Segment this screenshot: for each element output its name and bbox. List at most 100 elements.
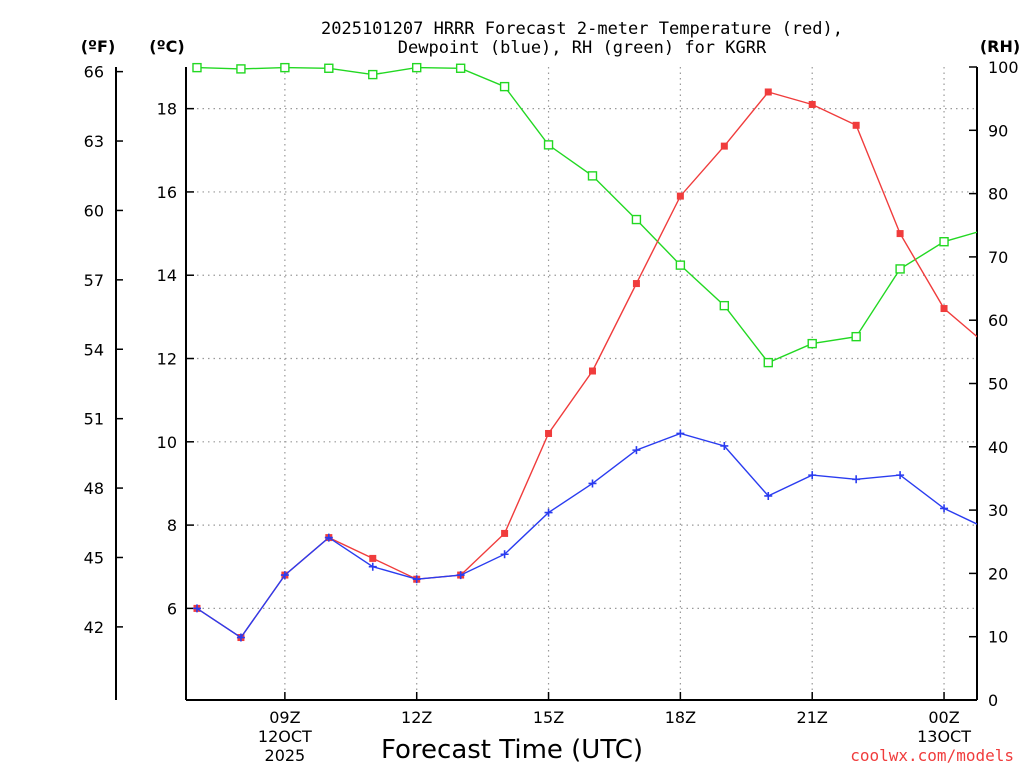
rh-point — [192, 62, 202, 73]
temperature-point — [676, 192, 684, 200]
celsius-tick-label: 10 — [157, 433, 177, 452]
grid-lines — [186, 67, 977, 700]
dewpoint-point — [236, 633, 245, 642]
dewpoint-point — [544, 508, 553, 517]
fahrenheit-tick-label: 63 — [84, 132, 104, 151]
rh-tick-label: 80 — [988, 185, 1008, 204]
x-tick-label: 21Z — [797, 708, 828, 727]
celsius-tick-label: 18 — [157, 100, 177, 119]
rh-point — [939, 237, 949, 247]
rh-tick-label: 70 — [988, 248, 1008, 267]
rh-point — [895, 264, 905, 274]
dewpoint-point — [456, 571, 465, 580]
celsius-tick-label: 8 — [167, 516, 177, 535]
x-tick-date-label: 13OCT — [917, 727, 971, 746]
data-series — [192, 62, 992, 642]
x-tick-label: 09Z — [269, 708, 300, 727]
fahrenheit-tick-label: 48 — [84, 479, 104, 498]
rh-point — [543, 140, 554, 150]
dewpoint-point — [280, 571, 289, 580]
rh-tick-label: 60 — [988, 311, 1008, 330]
fahrenheit-tick-label: 60 — [84, 201, 104, 220]
fahrenheit-tick-label: 45 — [84, 548, 104, 567]
rh-point — [807, 338, 817, 349]
source-credit: coolwx.com/models — [850, 746, 1014, 765]
rh-tick-label: 50 — [988, 375, 1008, 394]
x-tick-date-label: 12OCT — [258, 727, 312, 746]
fahrenheit-tick-label: 51 — [84, 410, 104, 429]
dewpoint-point — [940, 504, 949, 513]
celsius-unit-label: (ºC) — [149, 37, 184, 56]
rh-point — [236, 64, 246, 74]
fahrenheit-tick-label: 54 — [84, 340, 104, 359]
rh-tick-label: 10 — [988, 628, 1008, 647]
rh-point — [763, 357, 773, 368]
dewpoint-line — [196, 432, 977, 639]
rh-point — [719, 300, 730, 311]
rh-line — [196, 66, 977, 364]
dewpoint-point — [676, 429, 685, 438]
rh-tick-label: 20 — [988, 564, 1008, 583]
temperature-point — [852, 121, 860, 129]
fahrenheit-unit-label: (ºF) — [81, 37, 116, 56]
rh-point — [324, 63, 334, 73]
rh-point — [412, 62, 422, 73]
axes — [115, 66, 978, 701]
rh-point — [368, 69, 378, 80]
temperature-point — [896, 230, 904, 238]
dewpoint-point — [984, 525, 992, 533]
dewpoint-point — [720, 441, 729, 450]
tick-labels: 4245485154576063666810121416180102030405… — [84, 58, 1019, 765]
temperature-point — [501, 529, 509, 537]
rh-unit-label: (RH) — [980, 37, 1020, 56]
chart-title-line-1: 2025101207 HRRR Forecast 2-meter Tempera… — [321, 19, 843, 39]
rh-point — [499, 81, 510, 92]
x-tick-label: 00Z — [928, 708, 959, 727]
celsius-tick-label: 16 — [157, 183, 177, 202]
dewpoint-point — [192, 604, 201, 613]
dewpoint-point — [808, 471, 817, 480]
x-tick-label: 12Z — [401, 708, 432, 727]
rh-point — [455, 63, 466, 73]
dewpoint-point — [852, 475, 861, 484]
rh-point — [851, 331, 861, 342]
dewpoint-point — [588, 479, 597, 488]
fahrenheit-tick-label: 42 — [84, 618, 104, 637]
rh-tick-label: 100 — [988, 58, 1019, 77]
temperature-point — [632, 280, 640, 288]
temperature-point — [940, 305, 948, 313]
rh-tick-label: 0 — [988, 691, 998, 710]
rh-point — [280, 62, 290, 73]
temperature-point — [764, 88, 772, 96]
rh-tick-label: 30 — [988, 501, 1008, 520]
celsius-tick-label: 6 — [167, 599, 177, 618]
dewpoint-point — [324, 533, 333, 542]
dewpoint-point — [764, 491, 773, 500]
rh-point — [984, 225, 992, 233]
x-axis-label: Forecast Time (UTC) — [381, 735, 643, 765]
x-tick-year-label: 2025 — [265, 746, 306, 765]
dewpoint-point — [368, 562, 377, 571]
dewpoint-point — [500, 550, 509, 559]
fahrenheit-tick-label: 57 — [84, 271, 104, 290]
x-tick-label: 15Z — [533, 708, 564, 727]
dewpoint-point — [896, 471, 905, 480]
temperature-point — [588, 367, 596, 375]
temperature-point — [984, 343, 991, 350]
dewpoint-point — [632, 446, 641, 455]
rh-tick-label: 40 — [988, 438, 1008, 457]
rh-point — [631, 214, 642, 225]
rh-series — [192, 62, 992, 368]
x-tick-label: 18Z — [665, 708, 696, 727]
fahrenheit-tick-label: 66 — [84, 63, 104, 82]
celsius-tick-label: 12 — [157, 350, 177, 369]
temperature-point — [720, 142, 728, 150]
temperature-point — [545, 429, 553, 437]
rh-tick-label: 90 — [988, 121, 1008, 140]
dewpoint-series — [192, 429, 992, 642]
dewpoint-point — [412, 575, 421, 584]
temperature-point — [808, 100, 816, 108]
rh-point — [587, 171, 598, 181]
celsius-tick-label: 14 — [157, 266, 177, 285]
